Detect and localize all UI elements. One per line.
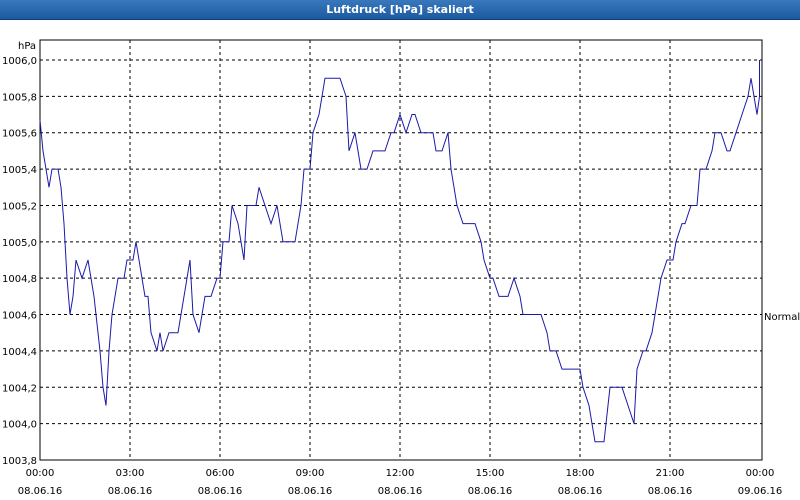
y-tick-label: 1004,8 (2, 274, 37, 285)
x-tick-date: 08.06.16 (378, 486, 423, 497)
series-line (39, 60, 760, 443)
x-tick-time: 18:00 (566, 468, 595, 479)
y-tick-label: 1004,0 (2, 420, 37, 431)
reference-label: Normal (764, 312, 800, 323)
x-tick-time: 09:00 (296, 468, 325, 479)
x-tick-time: 03:00 (116, 468, 145, 479)
y-axis-label: hPa (18, 41, 36, 52)
y-tick-label: 1005,8 (2, 92, 37, 103)
plot-border (39, 39, 763, 461)
x-tick-date: 08.06.16 (648, 486, 693, 497)
y-tick-label: 1006,0 (2, 56, 37, 67)
y-tick-label: 1005,6 (2, 129, 37, 140)
x-tick-date: 09.06.16 (738, 486, 783, 497)
chart-area: 1006,0 1005,8 1005,6 1005,4 1005,2 1005,0 1004… (0, 20, 800, 500)
x-tick-date: 08.06.16 (198, 486, 243, 497)
y-tick-label: 1005,0 (2, 238, 37, 249)
x-tick-time: 21:00 (656, 468, 685, 479)
y-tick-label: 1005,2 (2, 201, 37, 212)
chart-title: Luftdruck [hPa] skaliert (0, 0, 800, 20)
y-tick-label: 1004,2 (2, 383, 37, 394)
x-tick-time: 06:00 (206, 468, 235, 479)
y-tick-label: 1004,6 (2, 311, 37, 322)
x-tick-date: 08.06.16 (468, 486, 513, 497)
x-tick-time: 00:00 (26, 468, 55, 479)
x-tick-date: 08.06.16 (108, 486, 153, 497)
x-tick-time: 15:00 (476, 468, 505, 479)
y-axis: 1006,0 1005,8 1005,6 1005,4 1005,2 1005,0 1004… (2, 56, 37, 467)
x-tick-date: 08.06.16 (18, 486, 63, 497)
x-tick-date: 08.06.16 (558, 486, 603, 497)
x-tick-date: 08.06.16 (288, 486, 333, 497)
pressure-chart: 1006,0 1005,8 1005,6 1005,4 1005,2 1005,0 1004… (2, 39, 800, 497)
x-axis: 00:00 08.06.16 03:00 08.06.16 06:00 08.06.16 0… (18, 468, 783, 497)
grid (40, 40, 762, 460)
y-tick-label: 1003,8 (2, 456, 37, 467)
x-tick-time: 00:00 (746, 468, 775, 479)
x-tick-time: 12:00 (386, 468, 415, 479)
y-tick-label: 1004,4 (2, 347, 37, 358)
y-tick-label: 1005,4 (2, 165, 37, 176)
